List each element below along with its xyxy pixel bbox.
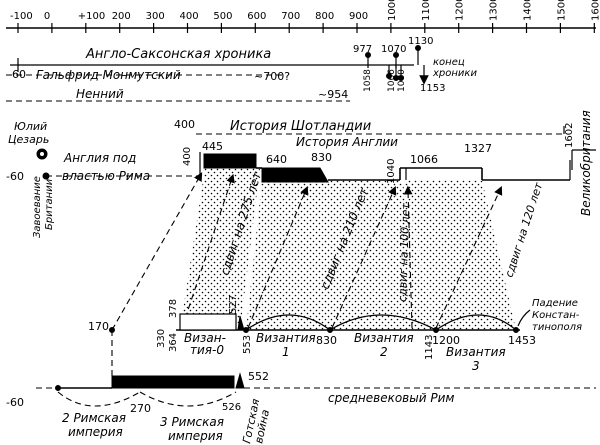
england-title: История Англии [296,135,398,149]
fall-line3: тинополя [532,322,582,333]
rome-empire-bar [111,375,235,389]
axis-tick-label: -100 [10,11,33,22]
byz2-num: 2 [380,345,388,359]
date-1080: 1080 [397,69,407,92]
julius-line1: Юлий [14,120,47,133]
shift-100: сдвиг на 100 лет [396,202,412,302]
scotland-start: 400 [174,118,195,131]
england-1066: 1066 [410,153,438,166]
scotland-end: 1602 [564,123,575,148]
julius-line2: Цезарь [8,133,49,146]
axis-tick-label: 500 [213,11,232,22]
england-640: 640 [266,153,287,166]
byz-830: 830 [316,334,337,347]
rome-526: 526 [222,402,241,413]
rome-552: 552 [248,370,269,383]
england-1040: 1040 [386,159,397,184]
byz2-label: Византия [354,331,414,345]
byz-378: 378 [168,299,179,318]
axis-tick-label: 1300 [489,0,500,21]
england-830: 830 [311,151,332,164]
scotland-label: История Шотландии [230,119,371,134]
empire2-line2: империя [68,425,123,439]
nennius-date: ~954 [318,88,348,101]
nennius-label: Ненний [76,87,124,101]
fall-line1: Падение [532,298,578,309]
england-bar-445 [203,153,257,169]
year-axis-ticks: -100 0 +100 200 300 400 500 600 700 800 900 1000 110… [10,0,600,33]
axis-tick-label: 0 [44,11,50,22]
conquest-line2: Британии [44,178,55,230]
byz0-line2: тия-0 [190,343,224,357]
end-of-chronicle-2: хроники [432,68,477,79]
chronicle-pins [365,45,429,85]
axis-tick-label: 600 [247,11,266,22]
axis-tick-label: 700 [281,11,300,22]
byz3-label: Византия [446,345,506,359]
byz-1200: 1200 [432,334,460,347]
rome-270: 270 [130,402,151,415]
byz-1143: 1143 [424,335,435,360]
date-1066: 1066 [387,69,397,92]
axis-tick-label: 1600 [590,0,600,21]
empire3-arc [139,391,237,407]
axis-tick-label: 300 [146,11,165,22]
great-britain-label: Великобритания [579,110,593,216]
anglo-saxon-label: Англо-Саксонская хроника [85,47,271,62]
axis-tick-label: 800 [315,11,334,22]
byz3-num: 3 [472,359,480,373]
rome-170: 170 [88,320,109,333]
geoffrey-label: Гальфрид Монмутский [36,68,181,82]
england-1327: 1327 [464,142,492,155]
byz-527: 527 [228,295,239,314]
axis-tick-label: 1400 [523,0,534,21]
shift-120: сдвиг на 120 лет [502,180,545,278]
byz0-line1: Визан- [184,331,226,345]
conquest-line1: Завоевание [32,176,43,238]
date-1153: 1153 [420,83,445,94]
axis-tick-label: 200 [112,11,131,22]
rome-start: -60 [6,396,24,409]
byz-1453: 1453 [508,334,536,347]
geoffrey-date: ~700? [254,70,290,83]
axis-tick-label: +100 [78,11,105,22]
axis-tick-label: 1500 [556,0,567,21]
england-rome-1: Англия под [63,151,136,165]
england-400: 400 [182,147,193,166]
byz1-label: Византия [256,331,316,345]
byz-553: 553 [242,335,253,354]
empire2-line1: 2 Римская [62,411,126,425]
axis-tick-label: 900 [349,11,368,22]
byz1-num: 1 [282,345,290,359]
empire2-arc [57,391,141,407]
byz-330: 330 [156,329,167,348]
date-1058: 1058 [363,69,373,92]
england-bar-640 [261,167,329,183]
axis-tick-label: 400 [180,11,199,22]
axis-tick-label: 1100 [421,0,432,21]
end-of-chronicle-1: конец [433,57,465,68]
medieval-rome: средневековый Рим [328,391,454,405]
fall-line2: Констан- [532,310,580,321]
england-445: 445 [202,140,223,153]
date-977: 977 [353,44,372,55]
date-1070: 1070 [381,44,406,55]
byz-364: 364 [168,333,179,352]
axis-tick-label: 1200 [455,0,466,21]
shift-regions [180,168,516,330]
date-1130: 1130 [408,36,433,47]
england-start: -60 [6,170,24,183]
axis-tick-label: 1000 [387,0,398,21]
empire3-line1: 3 Римская [160,415,224,429]
empire3-line2: империя [168,429,223,443]
